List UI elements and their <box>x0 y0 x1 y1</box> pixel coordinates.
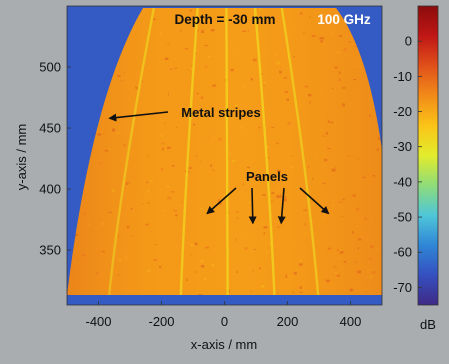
colorbar-tick-label: -10 <box>393 69 412 84</box>
frequency-label: 100 GHz <box>317 12 371 27</box>
annotations: Metal stripes Panels <box>108 105 330 225</box>
y-axis-label: y-axis / mm <box>14 124 29 190</box>
y-tick-label: 350 <box>39 243 61 258</box>
colorbar: 0 -10 -20 -30 -40 -50 -60 -70 dB <box>393 5 439 332</box>
x-tick-label: 0 <box>221 314 228 329</box>
chart-title: Depth = -30 mm <box>175 12 276 27</box>
colorbar-tick-label: -20 <box>393 104 412 119</box>
colorbar-tick-label: -40 <box>393 174 412 189</box>
colorbar-gradient <box>417 5 439 306</box>
colorbar-tick-label: -50 <box>393 210 412 225</box>
x-tick-label: -200 <box>148 314 174 329</box>
x-tick-label: 400 <box>340 314 362 329</box>
x-tick-label: 200 <box>277 314 299 329</box>
panels-arrow <box>299 187 330 215</box>
colorbar-tick-label: -70 <box>393 280 412 295</box>
colorbar-tick-label: -60 <box>393 245 412 260</box>
object-shading <box>67 8 382 295</box>
colorbar-tick-label: 0 <box>405 34 412 49</box>
axes: -400 -200 0 200 400 350 400 450 500 <box>39 60 361 329</box>
panels-arrow <box>248 187 257 225</box>
y-tick-label: 400 <box>39 182 61 197</box>
metal-stripes-label: Metal stripes <box>181 105 260 120</box>
panels-arrow <box>206 187 237 215</box>
plot-area <box>67 6 382 305</box>
x-tick-label: -400 <box>85 314 111 329</box>
colorbar-label: dB <box>420 317 436 332</box>
y-tick-label: 500 <box>39 60 61 75</box>
x-axis-label: x-axis / mm <box>191 337 257 352</box>
panels-label: Panels <box>246 169 288 184</box>
metal-stripes-arrow <box>108 111 169 122</box>
colorbar-tick-label: -30 <box>393 139 412 154</box>
y-tick-label: 450 <box>39 121 61 136</box>
panels-arrow <box>277 187 286 225</box>
